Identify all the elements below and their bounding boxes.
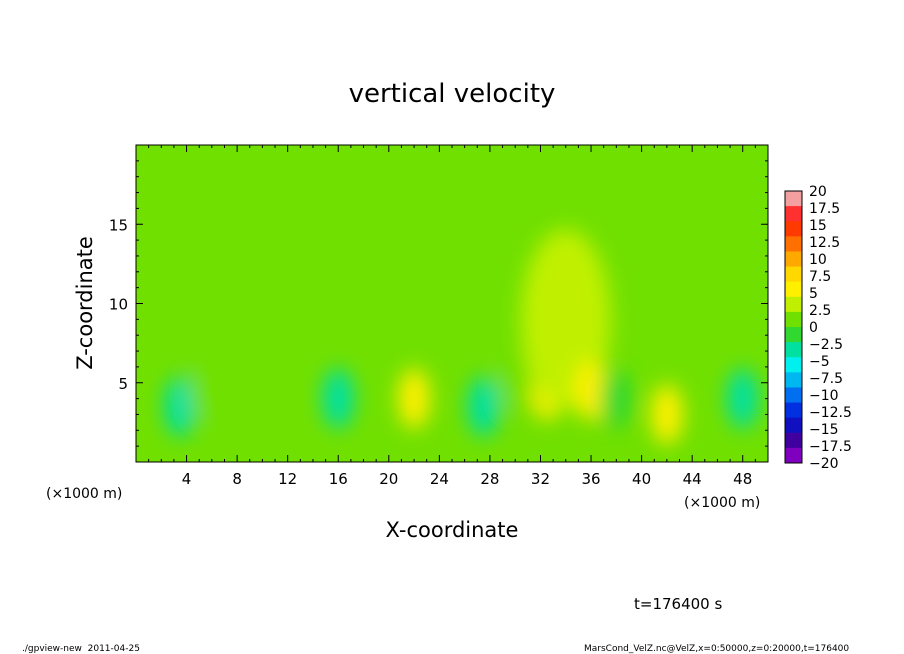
colorbar-label: 0 <box>809 320 818 336</box>
x-tick-label-48: 48 <box>733 470 752 488</box>
colorbar-label: −17.5 <box>809 439 852 455</box>
x-unit-label-left: (×1000 m) <box>46 486 122 502</box>
colorbar-label: 15 <box>809 218 827 234</box>
plot-area <box>136 145 768 462</box>
colorbar-band-10 <box>785 342 802 358</box>
x-tick-label-44: 44 <box>683 470 702 488</box>
y-tick-label-5: 5 <box>118 375 128 393</box>
colorbar-band-2 <box>785 221 802 237</box>
colorbar-label: 10 <box>809 252 827 268</box>
x-tick-label-4: 4 <box>182 470 192 488</box>
contour-feature-5 <box>467 376 500 437</box>
x-tick-label-20: 20 <box>379 470 398 488</box>
colorbar-label: −15 <box>809 422 839 438</box>
contour-feature-3 <box>322 368 355 429</box>
colorbar-label: −5 <box>809 354 830 370</box>
x-axis: 4 8 12 16 20 24 28 32 36 40 44 48 <box>148 145 756 488</box>
y-axis-label: Z-coordinate <box>73 236 97 370</box>
colorbar-band-3 <box>785 236 802 252</box>
colorbar-band-12 <box>785 372 802 388</box>
colorbar-label: −2.5 <box>809 337 843 353</box>
chart-title: vertical velocity <box>349 79 556 109</box>
colorbar-band-13 <box>785 387 802 404</box>
contour-feature-12 <box>726 368 759 429</box>
contour-feature-0 <box>164 376 197 437</box>
x-tick-label-28: 28 <box>480 470 499 488</box>
x-tick-label-16: 16 <box>329 470 348 488</box>
colorbar-label: 2.5 <box>809 303 831 319</box>
footer-right: MarsCond_VelZ.nc@VelZ,x=0:50000,z=0:2000… <box>584 644 849 654</box>
colorbar-label: −10 <box>809 388 839 404</box>
colorbar-band-0 <box>785 191 802 207</box>
contour-feature-11 <box>650 384 683 445</box>
colorbar-label: −20 <box>809 456 839 472</box>
colorbar-label: 12.5 <box>809 235 840 251</box>
colorbar-label: 17.5 <box>809 201 840 217</box>
contour-feature-6 <box>499 352 532 413</box>
contour-feature-10 <box>600 368 633 429</box>
colorbar-band-14 <box>785 402 802 419</box>
colorbar-band-7 <box>785 296 802 313</box>
x-tick-label-12: 12 <box>278 470 297 488</box>
x-tick-label-36: 36 <box>581 470 600 488</box>
colorbar-band-11 <box>785 357 802 373</box>
x-tick-label-8: 8 <box>232 470 242 488</box>
y-tick-label-10: 10 <box>109 296 128 314</box>
contour-feature-2 <box>240 368 273 429</box>
colorbar-band-4 <box>785 251 802 268</box>
time-label: t=176400 s <box>634 595 722 613</box>
colorbar: 2017.51512.5107.552.50−2.5−5−7.5−10−12.5… <box>784 184 852 472</box>
x-tick-label-40: 40 <box>632 470 651 488</box>
footer-left: ./gpview-new 2011-04-25 <box>22 644 140 654</box>
x-unit-label-right: (×1000 m) <box>684 495 760 511</box>
colorbar-band-5 <box>785 266 802 283</box>
colorbar-band-15 <box>785 417 802 434</box>
colorbar-band-16 <box>785 432 802 449</box>
x-tick-label-32: 32 <box>531 470 550 488</box>
colorbar-band-17 <box>785 447 802 464</box>
colorbar-band-9 <box>785 327 802 343</box>
colorbar-label: 5 <box>809 286 818 302</box>
x-tick-label-24: 24 <box>430 470 449 488</box>
colorbar-label: 7.5 <box>809 269 831 285</box>
colorbar-label: −12.5 <box>809 405 852 421</box>
colorbar-band-8 <box>785 311 802 328</box>
x-axis-label: X-coordinate <box>386 518 519 542</box>
y-axis: 5 10 15 <box>109 160 768 447</box>
colorbar-label: 20 <box>809 184 827 200</box>
contour-feature-1 <box>189 360 222 421</box>
contour-features <box>164 229 759 445</box>
colorbar-frame <box>784 190 803 464</box>
colorbar-band-6 <box>785 281 802 298</box>
contour-feature-9 <box>575 360 608 421</box>
y-tick-label-15: 15 <box>109 216 128 234</box>
colorbar-label: −7.5 <box>809 371 843 387</box>
colorbar-band-1 <box>785 206 802 222</box>
contour-feature-4 <box>398 368 431 429</box>
